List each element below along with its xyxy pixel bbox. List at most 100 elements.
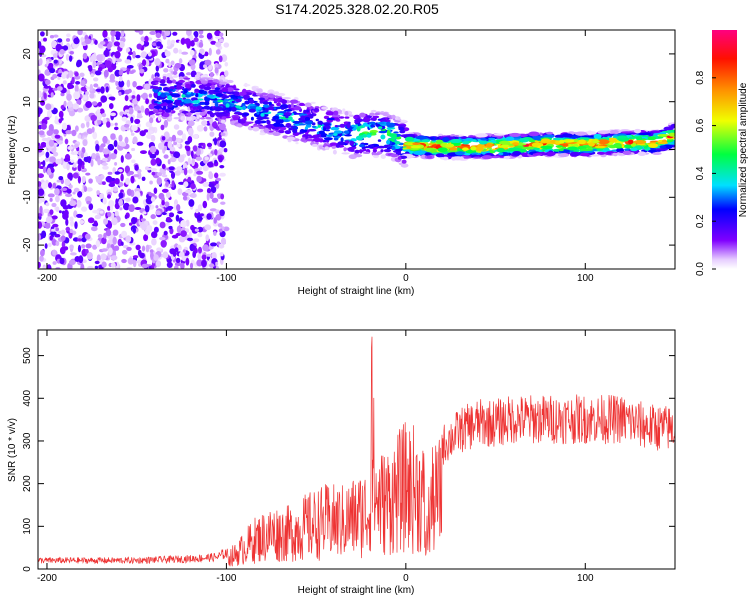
spectrogram-cell [159, 83, 167, 87]
spectrogram-cell [187, 112, 191, 117]
y-tick-label: 300 [22, 432, 33, 449]
spectrogram-cell [114, 126, 119, 131]
spectrogram-cell [189, 105, 194, 108]
spectrogram-cell [178, 58, 183, 64]
snr-panel: -200 -100 0 100 0 100 200 300 400 500 Height of … [7, 329, 676, 596]
spectrogram-cell [620, 131, 633, 134]
spectrogram-cell [637, 151, 647, 156]
spectrogram-cell [188, 59, 196, 66]
spectrogram-cell [454, 151, 466, 156]
spectrogram-cell [69, 244, 74, 250]
spectrogram-cell [218, 243, 225, 249]
spectrogram-cell [85, 243, 92, 249]
spectrogram-cell [145, 167, 152, 171]
spectrogram-cell [206, 192, 210, 201]
spectrogram-cell [393, 131, 399, 134]
spectrogram-cell [166, 205, 174, 210]
spectrogram-cell [655, 149, 662, 152]
spectrogram-cell [95, 176, 103, 184]
spectrogram-cell [103, 49, 110, 58]
spectrogram-cell [163, 105, 167, 110]
spectrogram-cell [183, 98, 192, 104]
spectrogram-cell [141, 263, 149, 269]
spectrogram-cell [486, 143, 493, 148]
spectrogram-cell [38, 181, 42, 187]
spectrogram-cell [183, 167, 188, 176]
spectrogram-cell [634, 128, 642, 134]
spectrogram-cell [588, 142, 595, 147]
spectrogram-cell [62, 80, 67, 85]
spectrogram-cell [211, 197, 219, 203]
spectrogram-cell [505, 136, 515, 141]
spectrogram-cell [51, 202, 57, 208]
spectrogram-cell [223, 226, 230, 232]
spectrogram-cell [45, 202, 50, 207]
spectrogram-cell [388, 133, 397, 138]
spectrogram-cell [377, 122, 385, 125]
spectrogram-cell [165, 108, 172, 113]
spectrogram-cell [40, 99, 46, 106]
spectrogram-cell [218, 38, 224, 43]
spectrogram-cell [110, 255, 118, 261]
spectrogram-cell [53, 53, 58, 59]
spectrogram-cell [636, 136, 643, 142]
spectrogram-cell [155, 113, 160, 116]
spectrogram-cell [201, 259, 207, 268]
spectrogram-cell [225, 103, 230, 108]
spectrogram-cell [212, 121, 218, 128]
spectrogram-cell [152, 220, 158, 226]
spectrogram-cell [125, 177, 130, 185]
spectrogram-cell [58, 118, 63, 124]
spectrogram-cell [322, 139, 327, 143]
spectrogram-cell [224, 62, 229, 67]
spectrogram-cell [184, 89, 188, 94]
spectrogram-cell [45, 157, 49, 162]
spectrogram-cell [181, 51, 189, 55]
spectrogram-cell [278, 100, 288, 103]
spectrogram-cell [362, 117, 371, 123]
spectrogram-cell [122, 249, 128, 255]
spectrogram-cell [255, 106, 262, 110]
spectrogram-cell [235, 98, 242, 103]
y-tick-label: -20 [22, 237, 33, 252]
spectrogram-cell [173, 124, 180, 130]
spectrogram-cell [250, 116, 254, 121]
spectrogram-cell [292, 120, 301, 124]
spectrogram-cell [175, 257, 181, 264]
spectrogram-cell [69, 184, 73, 189]
spectrogram-cell [185, 145, 191, 152]
spectrogram-cell [203, 105, 210, 110]
spectrogram-cell [132, 255, 139, 259]
spectrogram-cell [200, 77, 210, 80]
spectrogram-cell [199, 117, 206, 120]
spectrogram-cell [82, 259, 87, 264]
spectrogram-cell [578, 139, 586, 145]
spectrogram-cell [155, 210, 161, 216]
spectrogram-cell [336, 144, 340, 148]
spectrogram-cell [77, 158, 83, 166]
spectrogram-cell [80, 80, 86, 87]
spectrogram-cell [165, 58, 170, 64]
spectrogram-cell [206, 94, 215, 98]
spectrogram-cell [176, 166, 183, 172]
spectrogram-cell [150, 50, 156, 58]
spectrogram-cell [149, 180, 153, 185]
spectrogram-cell [151, 231, 158, 239]
spectrogram-cell [579, 152, 590, 157]
spectrogram-cell [496, 148, 505, 153]
spectrogram-cell [153, 187, 158, 194]
spectrogram-cell [78, 150, 82, 157]
spectrogram-cell [111, 34, 115, 43]
spectrogram-cell [110, 30, 116, 37]
spectrogram-cell [540, 138, 551, 143]
spectrogram-cell [183, 77, 191, 80]
spectrogram-cell [169, 146, 176, 152]
spectrogram-cell [302, 129, 308, 133]
spectrogram-cell [132, 136, 138, 144]
spectrogram-cell [49, 209, 54, 215]
spectrogram-cell [97, 119, 102, 125]
spectrogram-cell [351, 124, 356, 128]
spectrogram-cell [293, 106, 302, 111]
spectrogram-cell [127, 257, 134, 265]
spectrogram-cell [148, 93, 153, 98]
